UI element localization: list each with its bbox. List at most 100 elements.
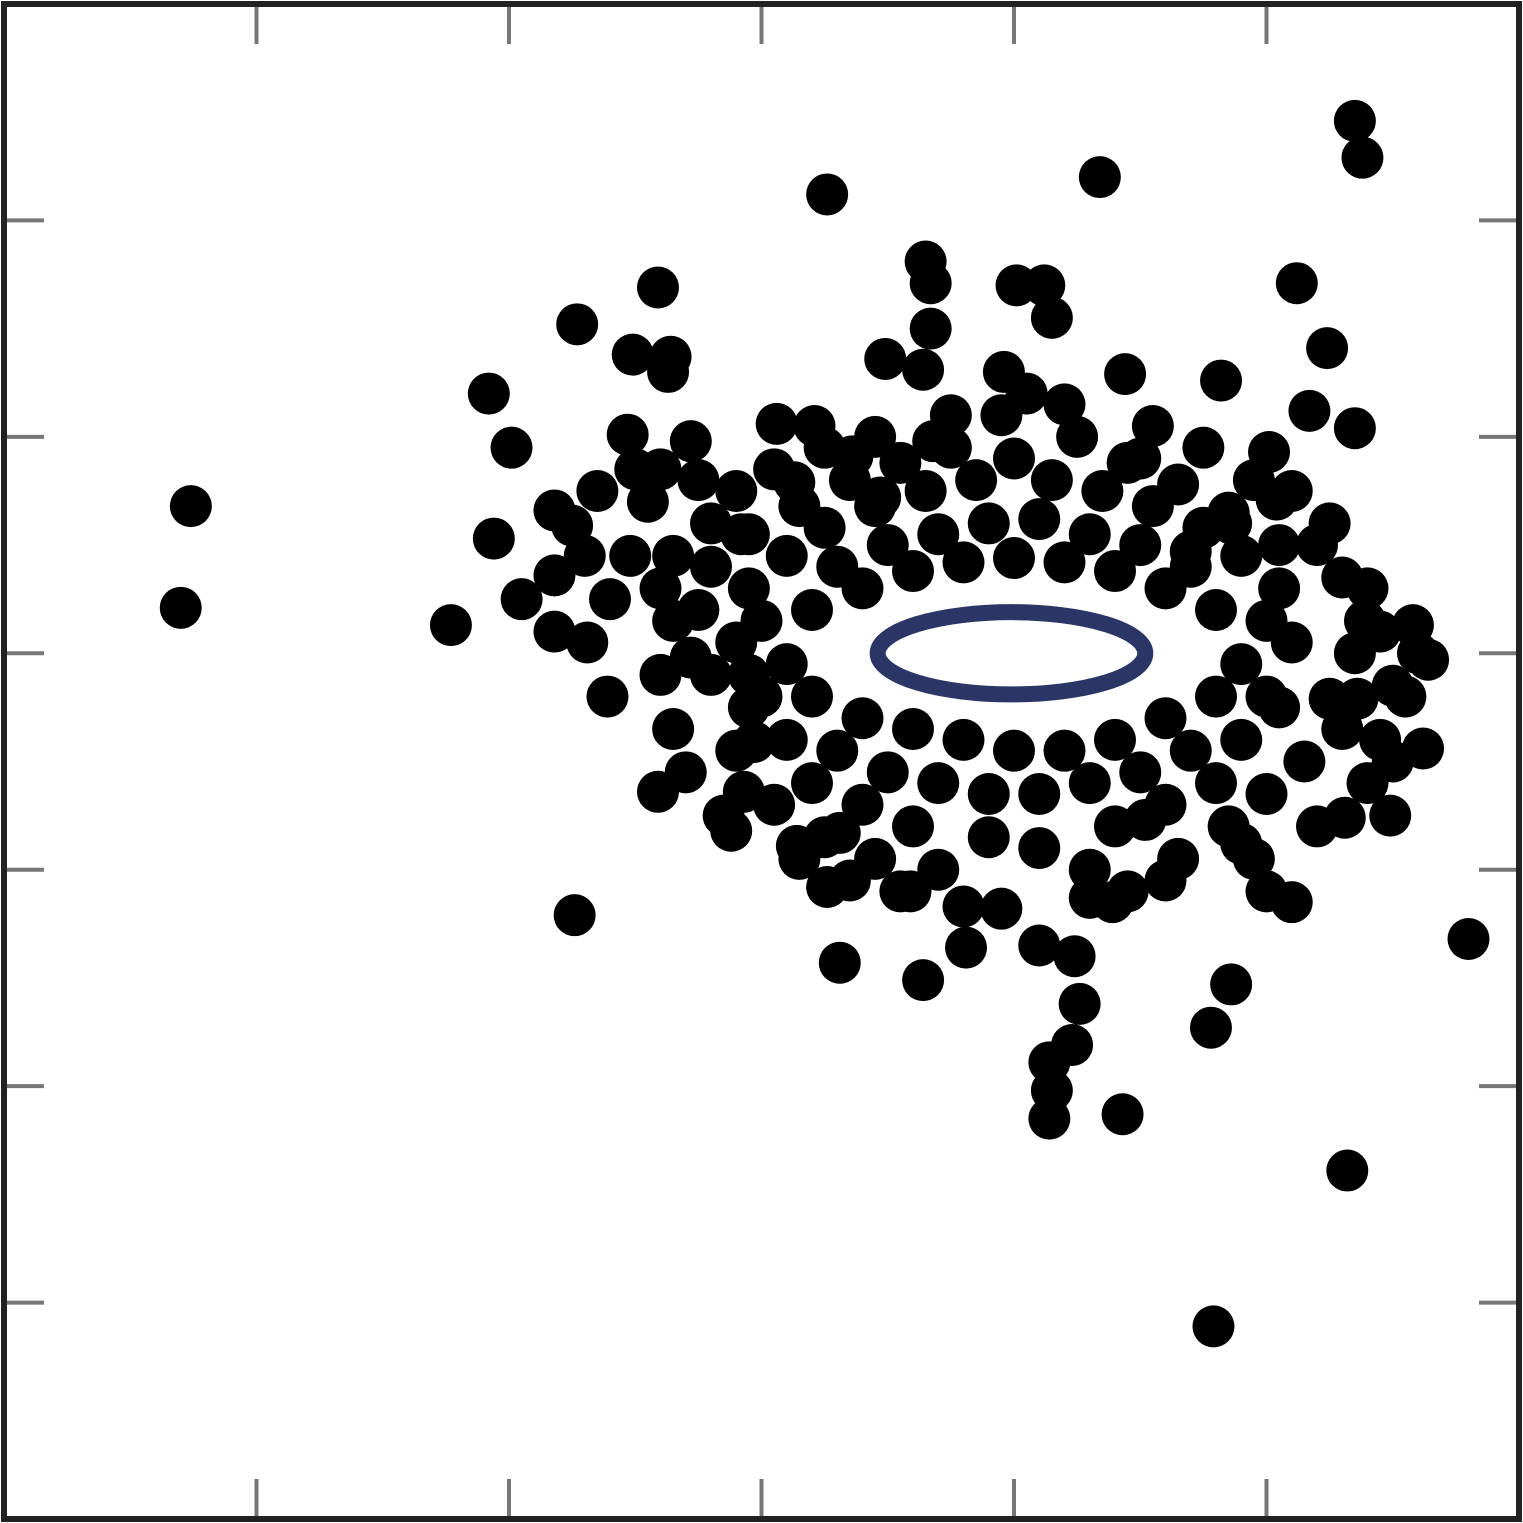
scatter-point xyxy=(791,589,833,631)
scatter-point xyxy=(1106,441,1149,484)
scatter-point xyxy=(664,751,707,794)
scatter-point xyxy=(715,729,758,772)
scatter-point xyxy=(942,718,985,761)
scatter-point xyxy=(879,441,922,484)
scatter-point xyxy=(1169,545,1212,588)
scatter-point xyxy=(1182,426,1225,469)
scatter-point xyxy=(929,426,972,469)
scatter-point xyxy=(1104,353,1147,396)
scatter-point xyxy=(866,524,909,567)
scatter-point xyxy=(1321,708,1364,751)
scatter-point xyxy=(611,333,654,376)
scatter-point xyxy=(1333,99,1376,142)
scatter-point xyxy=(1043,383,1086,426)
scatter-point xyxy=(791,675,833,718)
scatter-point xyxy=(1220,718,1263,761)
scatter-point xyxy=(1051,1024,1094,1067)
scatter-point xyxy=(753,448,796,491)
scatter-point xyxy=(1288,389,1331,432)
scatter-point xyxy=(1258,524,1301,567)
scatter-point xyxy=(841,697,884,740)
scatter-point xyxy=(1189,1006,1232,1049)
scatter-point xyxy=(993,537,1035,580)
scatter-point xyxy=(649,335,692,378)
scatter-point xyxy=(159,586,202,629)
scatter-point xyxy=(904,469,947,512)
scatter-point xyxy=(816,545,859,588)
scatter-point xyxy=(841,783,884,826)
scatter-point xyxy=(1270,621,1313,664)
scatter-point xyxy=(576,469,619,512)
scatter-point xyxy=(1232,459,1275,502)
scatter-point xyxy=(980,887,1023,930)
scatter-point xyxy=(778,837,821,880)
scatter-point xyxy=(1245,772,1288,815)
scatter-point xyxy=(1283,740,1326,783)
scatter-point xyxy=(566,621,609,664)
scatter-point xyxy=(563,534,606,577)
scatter-point xyxy=(765,534,808,577)
scatter-point xyxy=(1346,567,1389,610)
scatter-point xyxy=(1094,550,1136,593)
scatter-point xyxy=(1397,632,1439,675)
scatter-point xyxy=(892,708,934,751)
scatter-point xyxy=(778,485,821,528)
scatter-point xyxy=(1030,459,1073,502)
scatter-point xyxy=(892,550,934,593)
scatter-point xyxy=(803,426,846,469)
scatter-point xyxy=(879,870,922,913)
scatter-point xyxy=(1270,469,1313,512)
scatter-point xyxy=(639,653,682,696)
scatter-point xyxy=(828,859,871,902)
scatter-point xyxy=(636,266,679,309)
scatter-point xyxy=(955,459,998,502)
scatter-point xyxy=(727,513,770,556)
scatter-point xyxy=(690,653,732,696)
scatter-point xyxy=(690,502,732,545)
scatter-point xyxy=(1341,136,1384,179)
scatter-point xyxy=(609,534,652,577)
scatter-point xyxy=(993,729,1035,772)
scatter-point xyxy=(1119,524,1162,567)
scatter-point xyxy=(467,372,510,415)
scatter-point xyxy=(1018,772,1061,815)
scatter-point xyxy=(892,805,934,848)
scatter-point xyxy=(677,459,720,502)
scatter-point xyxy=(1207,491,1250,534)
scatter-point xyxy=(1043,729,1086,772)
scatter-point xyxy=(1144,859,1187,902)
scatter-point xyxy=(652,534,695,577)
scatter-point xyxy=(909,307,952,350)
scatter-point xyxy=(1384,675,1427,718)
scatter-point xyxy=(765,718,808,761)
scatter-point xyxy=(1195,675,1237,718)
scatter-point xyxy=(690,545,732,588)
scatter-point xyxy=(1068,513,1111,556)
scatter-point xyxy=(1094,718,1136,761)
scatter-point xyxy=(1210,963,1253,1006)
scatter-point xyxy=(1030,296,1073,339)
scatter-point xyxy=(806,173,849,216)
scatter-point xyxy=(1043,541,1086,584)
scatter-point xyxy=(1447,917,1490,960)
scatter-point xyxy=(1258,686,1301,729)
scatter-point xyxy=(1220,822,1263,865)
scatter-point xyxy=(1192,1305,1235,1348)
scatter-point xyxy=(652,599,695,642)
scatter-point xyxy=(702,794,745,837)
scatter-point xyxy=(652,708,695,751)
scatter-point xyxy=(791,762,833,805)
scatter-point xyxy=(1018,924,1061,967)
scatter-point xyxy=(1359,610,1402,653)
scatter-point xyxy=(1333,407,1376,450)
scatter-point xyxy=(1023,264,1066,307)
scatter-point xyxy=(1018,827,1061,870)
scatter-point xyxy=(1028,1097,1071,1140)
scatter-point xyxy=(169,485,212,528)
scatter-point xyxy=(1157,463,1200,506)
scatter-point xyxy=(1094,805,1136,848)
scatter-point xyxy=(1258,567,1301,610)
scatter-point xyxy=(1068,762,1111,805)
